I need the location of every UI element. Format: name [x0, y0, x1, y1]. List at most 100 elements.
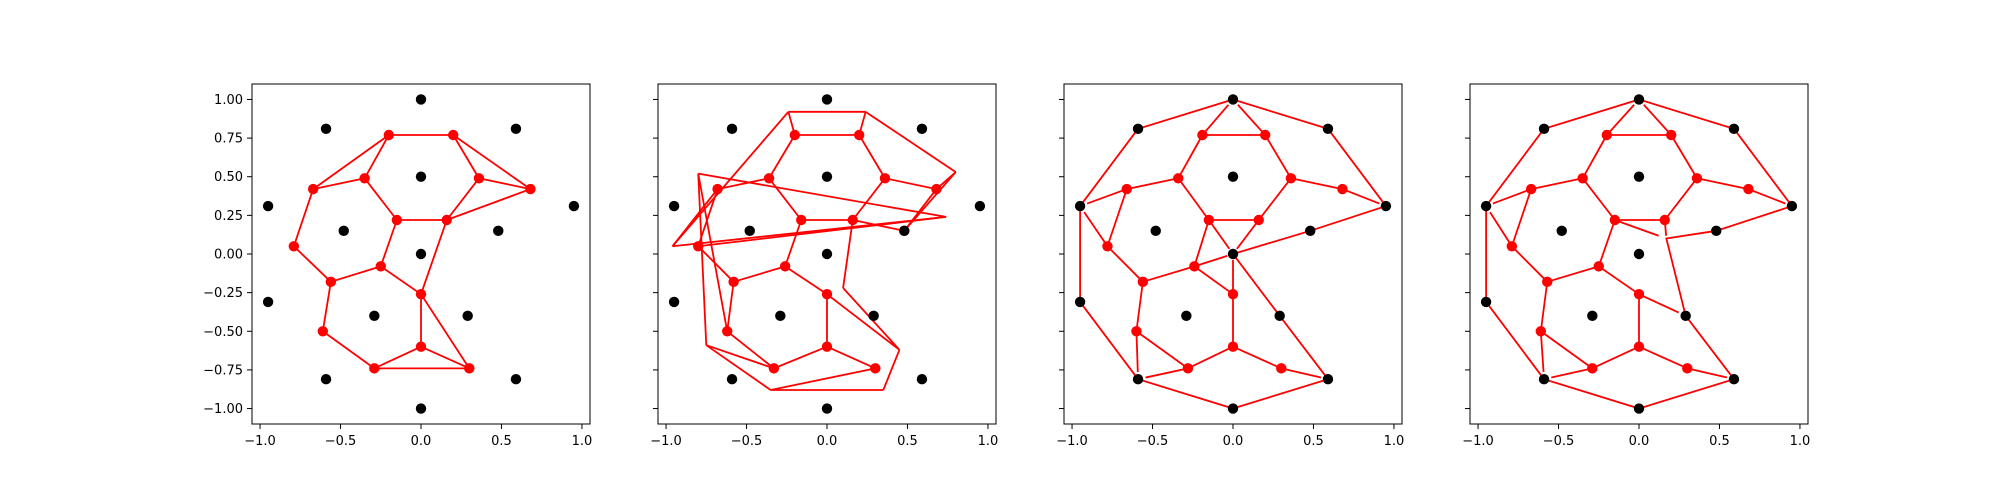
x-tick-label: 1.0: [572, 434, 593, 449]
voronoi-edge: [1598, 265, 1640, 295]
seed-point: [1181, 310, 1192, 322]
voronoi-spoke: [1492, 188, 1532, 205]
voronoi-edge: [784, 265, 828, 295]
voronoi-vertex: [1609, 214, 1621, 226]
voronoi-edge: [1591, 345, 1640, 370]
voronoi-vertex: [1137, 276, 1149, 288]
x-tick-label: 0.0: [1223, 434, 1244, 449]
voronoi-vertex: [1182, 363, 1194, 374]
voronoi-vertex: [317, 326, 329, 337]
voronoi-vertex: [1131, 326, 1142, 337]
voronoi-vertex: [325, 276, 337, 288]
seed-point: [1274, 310, 1285, 322]
voronoi-edge: [312, 177, 365, 190]
voronoi-spoke: [1489, 211, 1513, 247]
voronoi-spoke: [1551, 367, 1593, 379]
panel-3: −1.0 −0.5 0.0 0.5 1.0: [1056, 83, 1404, 449]
voronoi-edge: [321, 281, 332, 332]
voronoi-spoke: [1638, 293, 1680, 314]
voronoi-vertex: [1227, 341, 1239, 352]
panel-1: −1.0 −0.5 0.0 0.5 1.0 −1.00 −0.75 −0.50 −0.25 0.0…: [203, 83, 593, 449]
voronoi-spoke: [1086, 188, 1128, 205]
y-tick-label: 0.00: [214, 248, 243, 263]
seed-point: [821, 94, 833, 105]
seed-point: [1322, 123, 1334, 135]
voronoi-edge: [1135, 281, 1144, 332]
voronoi-vertex: [1587, 363, 1598, 374]
x-tick-label: −0.5: [731, 434, 763, 449]
panel-4: −1.0 −0.5 0.0 0.5 1.0: [1462, 83, 1810, 449]
voronoi-spoke: [1539, 331, 1545, 373]
seed-point: [1227, 403, 1239, 414]
voronoi-edge: [1106, 188, 1128, 247]
seed-point: [1150, 225, 1161, 237]
x-tick-label: 0.0: [817, 434, 838, 449]
seed-point: [1633, 94, 1645, 105]
seed-point: [916, 373, 928, 385]
voronoi-edge: [1670, 134, 1698, 179]
seed-point: [668, 296, 680, 308]
seed-point: [775, 310, 786, 322]
voronoi-vertex: [307, 183, 319, 195]
voronoi-edge: [1638, 345, 1688, 370]
voronoi-spoke: [1083, 211, 1109, 247]
voronoi-vertex: [1542, 276, 1553, 288]
voronoi-edge: [478, 177, 531, 190]
voronoi-vertex: [359, 173, 370, 184]
x-tick-label: 0.0: [411, 434, 432, 449]
voronoi-edge: [773, 345, 828, 370]
voronoi-edge: [705, 344, 775, 370]
voronoi-vertex: [1743, 183, 1754, 195]
voronoi-spoke: [1194, 254, 1228, 268]
seed-point: [974, 200, 986, 212]
x-tick-label: −1.0: [650, 434, 682, 449]
voronoi-vertex: [1659, 214, 1670, 226]
seed-point: [338, 225, 349, 237]
seed-point: [1538, 123, 1550, 135]
seed-point: [821, 171, 833, 182]
seed-point: [1227, 171, 1239, 182]
seed-point: [1680, 310, 1691, 322]
voronoi-vertex: [441, 214, 452, 226]
seed-point: [1633, 403, 1645, 414]
voronoi-edge: [1187, 345, 1234, 370]
voronoi-edge: [726, 330, 775, 370]
seed-points: [262, 94, 580, 414]
voronoi-vertex: [847, 214, 858, 226]
x-tick-label: 0.5: [1709, 434, 1730, 449]
voronoi-edge: [1581, 134, 1608, 179]
seed-point: [1633, 171, 1645, 182]
voronoi-vertex: [1665, 129, 1677, 141]
voronoi-edge: [1258, 177, 1292, 221]
voronoi-spoke: [1236, 219, 1260, 250]
voronoi-vertex: [1691, 173, 1703, 184]
voronoi-vertex: [288, 241, 300, 252]
voronoi-edge: [826, 345, 876, 370]
seed-point: [726, 123, 738, 135]
voronoi-edge: [1106, 245, 1144, 283]
voronoi-spoke: [1208, 219, 1231, 250]
seed-point: [568, 200, 580, 212]
seed-point: [493, 225, 504, 237]
voronoi-vertex: [931, 183, 942, 195]
x-tick-label: −1.0: [244, 434, 276, 449]
seed-point: [668, 200, 680, 212]
y-tick-label: −0.50: [203, 325, 243, 340]
voronoi-vertex: [1633, 341, 1645, 352]
voronoi-vertex: [1337, 183, 1348, 195]
voronoi-spoke: [1201, 104, 1230, 136]
voronoi-edge: [842, 219, 854, 289]
y-axis: [653, 98, 658, 410]
voronoi-edge: [312, 134, 390, 190]
voronoi-vertex: [383, 129, 395, 141]
voronoi-edge: [1540, 330, 1593, 370]
seed-point: [1556, 225, 1567, 237]
voronoi-edge: [697, 245, 735, 283]
voronoi-vertex: [1506, 241, 1518, 252]
voronoi-edge: [1581, 177, 1616, 221]
voronoi-spoke: [1342, 188, 1380, 205]
voronoi-edge: [705, 344, 772, 391]
y-tick-label: −1.00: [203, 402, 243, 417]
voronoi-edge: [293, 245, 332, 283]
